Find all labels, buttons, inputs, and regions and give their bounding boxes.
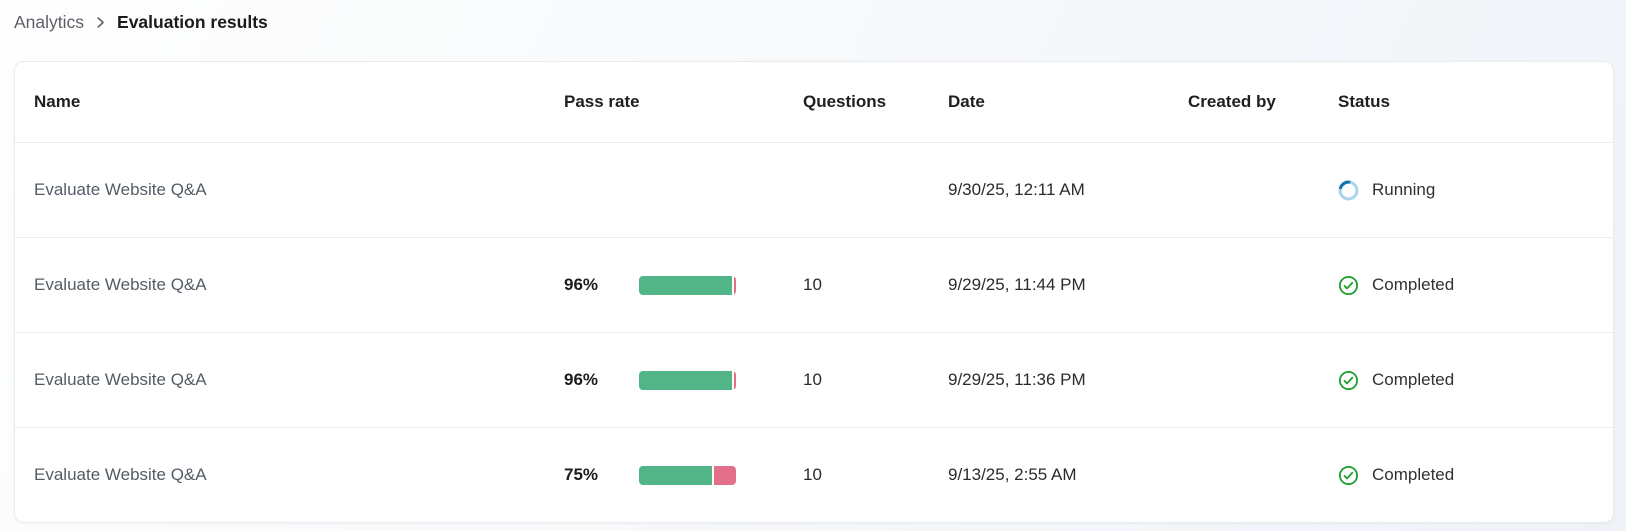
pass-rate-bar: [639, 370, 736, 390]
table-header-row: Name Pass rate Questions Date Created by…: [15, 62, 1613, 142]
column-header-date: Date: [948, 92, 985, 111]
pass-rate-value: 96%: [564, 370, 599, 389]
column-header-status: Status: [1338, 92, 1390, 111]
pass-segment: [639, 370, 732, 390]
evaluation-name: Evaluate Website Q&A: [34, 180, 207, 199]
column-header-name: Name: [34, 92, 81, 111]
table-row[interactable]: Evaluate Website Q&A 9/30/25, 12:11 AM R…: [15, 142, 1613, 237]
checkmark-circle-icon: [1338, 465, 1359, 486]
pass-segment: [639, 275, 732, 295]
column-header-created-by: Created by: [1188, 92, 1276, 111]
questions-cell: 10: [803, 465, 822, 484]
status-cell: Completed: [1338, 370, 1613, 391]
evaluation-name: Evaluate Website Q&A: [34, 465, 207, 484]
chevron-right-icon: [93, 15, 108, 30]
fail-segment: [734, 275, 736, 295]
status-label: Running: [1372, 180, 1436, 199]
breadcrumb-current-page: Evaluation results: [117, 12, 268, 32]
checkmark-circle-icon: [1338, 370, 1359, 391]
status-label: Completed: [1372, 465, 1455, 484]
breadcrumb: Analytics Evaluation results: [14, 8, 268, 36]
pass-rate-cell: 96%: [564, 275, 803, 295]
breadcrumb-analytics-link[interactable]: Analytics: [14, 12, 85, 32]
pass-rate-value: 75%: [564, 465, 599, 484]
date-cell: 9/30/25, 12:11 AM: [948, 180, 1085, 199]
pass-segment: [639, 465, 712, 485]
table-row[interactable]: Evaluate Website Q&A 96% 10 9/29/25, 11:…: [15, 332, 1613, 427]
status-cell: Completed: [1338, 465, 1613, 486]
fail-segment: [713, 465, 736, 485]
status-label: Completed: [1372, 370, 1455, 389]
fail-segment: [734, 370, 736, 390]
checkmark-circle-icon: [1338, 275, 1359, 296]
pass-rate-bar: [639, 465, 736, 485]
spinner-icon: [1338, 180, 1359, 201]
pass-rate-cell: 96%: [564, 370, 803, 390]
pass-rate-cell: 75%: [564, 465, 803, 485]
status-cell: Running: [1338, 180, 1613, 201]
status-cell: Completed: [1338, 275, 1613, 296]
column-header-questions: Questions: [803, 92, 887, 111]
date-cell: 9/29/25, 11:44 PM: [948, 275, 1086, 294]
evaluation-name: Evaluate Website Q&A: [34, 275, 207, 294]
date-cell: 9/13/25, 2:55 AM: [948, 465, 1077, 484]
pass-rate-bar: [639, 275, 736, 295]
questions-cell: 10: [803, 275, 822, 294]
date-cell: 9/29/25, 11:36 PM: [948, 370, 1086, 389]
evaluation-name: Evaluate Website Q&A: [34, 370, 207, 389]
pass-rate-value: 96%: [564, 275, 599, 294]
evaluation-results-table: Name Pass rate Questions Date Created by…: [14, 61, 1614, 523]
table-row[interactable]: Evaluate Website Q&A 96% 10 9/29/25, 11:…: [15, 237, 1613, 332]
status-label: Completed: [1372, 275, 1455, 294]
questions-cell: 10: [803, 370, 822, 389]
column-header-pass-rate: Pass rate: [564, 92, 640, 111]
table-row[interactable]: Evaluate Website Q&A 75% 10 9/13/25, 2:5…: [15, 427, 1613, 522]
